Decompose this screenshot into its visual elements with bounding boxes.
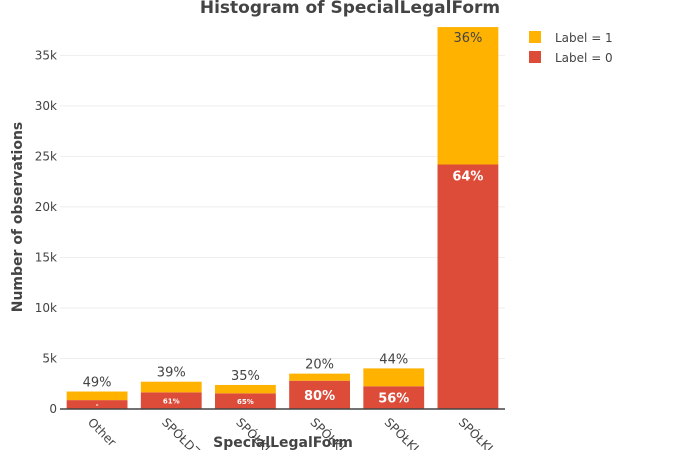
y-tick-label: 5k: [42, 351, 57, 365]
x-axis-title: SpecialLegalForm: [213, 435, 353, 450]
y-axis-title: Number of observations: [10, 122, 26, 313]
x-tick-label: SPÓŁDZ: [159, 415, 204, 450]
bar-pct-label-1: 49%: [83, 376, 112, 391]
bar-pct-label-0: -: [96, 401, 99, 409]
bar-pct-label-0: 64%: [452, 169, 483, 184]
x-tick-label: Other: [85, 415, 119, 449]
legend[interactable]: Label = 1 Label = 0: [529, 31, 613, 65]
bar-label-0[interactable]: [363, 386, 425, 409]
grid-lines: [60, 54, 505, 359]
bar-label-0[interactable]: [215, 393, 276, 409]
y-tick-label: 30k: [35, 99, 57, 113]
bar-pct-label-0: 80%: [304, 389, 335, 404]
y-tick-label: 20k: [35, 200, 57, 214]
bar-labels: - 49% 61% 39% 65% 35% 80% 20% 56% 44% 64% 36%: [83, 31, 484, 409]
legend-swatch[interactable]: [529, 51, 541, 63]
bar-label-1[interactable]: [66, 391, 128, 401]
bar-pct-label-1: 20%: [305, 358, 334, 373]
bar-label-1[interactable]: [140, 381, 202, 393]
bar-pct-label-0: 56%: [378, 392, 409, 407]
x-tick-label: SPÓŁKI: [382, 415, 423, 450]
bar-label-0[interactable]: [140, 392, 202, 409]
bar-label-1[interactable]: [215, 384, 276, 394]
bar-pct-label-1: 39%: [157, 366, 186, 381]
legend-label[interactable]: Label = 0: [555, 51, 613, 65]
bar-pct-label-1: 35%: [231, 369, 260, 384]
bar-label-0[interactable]: [66, 400, 128, 409]
legend-label[interactable]: Label = 1: [555, 31, 613, 45]
bar-pct-label-1: 36%: [453, 31, 482, 46]
y-tick-label: 10k: [35, 301, 57, 315]
y-tick-label: 25k: [35, 149, 57, 163]
bar-pct-label-0: 65%: [237, 398, 254, 406]
y-tick-label: 15k: [35, 250, 57, 264]
bar-label-1[interactable]: [363, 368, 425, 387]
bar-label-0[interactable]: [437, 164, 499, 409]
bar-pct-label-1: 44%: [379, 352, 408, 367]
chart-title: Histogram of SpecialLegalForm: [200, 0, 500, 18]
y-axis: 0 5k 10k 15k 20k 25k 30k 35k: [35, 48, 57, 416]
y-tick-label: 0: [49, 402, 57, 416]
legend-swatch[interactable]: [529, 31, 541, 43]
y-tick-label: 35k: [35, 48, 57, 62]
x-tick-label: SPÓŁKI: [456, 415, 497, 450]
bar-label-1[interactable]: [437, 27, 499, 165]
bar-label-1[interactable]: [289, 373, 350, 381]
bar-pct-label-0: 61%: [163, 397, 180, 405]
bars: [66, 27, 499, 409]
bar-label-0[interactable]: [289, 380, 350, 409]
